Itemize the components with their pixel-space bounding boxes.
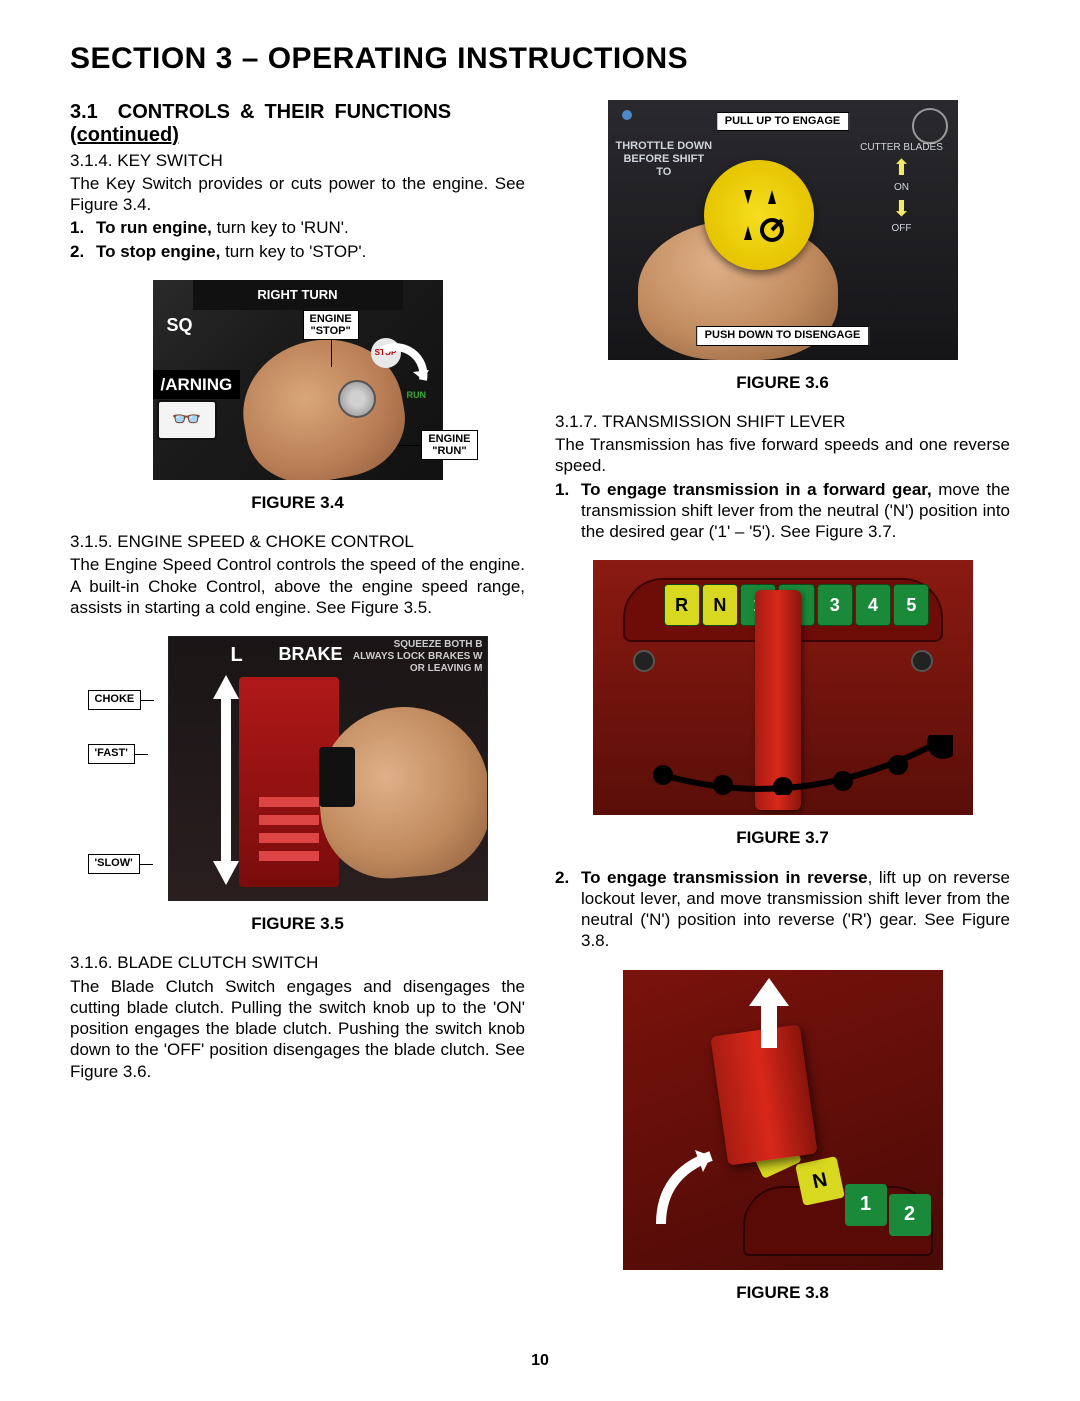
on-label: ON <box>852 182 952 195</box>
figure-3-4: RIGHT TURN SQ /ARNING 👓 STOP RUN ENGINE … <box>70 280 525 480</box>
key-switch-icon <box>338 380 376 418</box>
bolt-icon <box>911 650 933 672</box>
on-off-panel: CUTTER BLADES ⬆ ON ⬇ OFF <box>852 140 952 310</box>
figure-3-8-caption: FIGURE 3.8 <box>555 1282 1010 1303</box>
subsection-continued: (continued) <box>70 123 525 148</box>
cutter-blades-label: CUTTER BLADES <box>852 142 952 155</box>
list-item-run-engine: 1. To run engine, turn key to 'RUN'. <box>70 217 525 238</box>
list-number: 2. <box>70 241 96 262</box>
callout-pull-up: PULL UP TO ENGAGE <box>716 112 850 132</box>
figure-3-5-caption: FIGURE 3.5 <box>70 913 525 934</box>
panel-text: SQ <box>167 314 193 337</box>
list-item-reverse-gear: 2. To engage transmission in reverse, li… <box>555 867 1010 952</box>
para-3-1-7-heading: 3.1.7. TRANSMISSION SHIFT LEVER <box>555 411 1010 432</box>
left-column: 3.1 CONTROLS & THEIR FUNCTIONS (continue… <box>70 100 525 1321</box>
list-number: 1. <box>555 479 581 543</box>
callout-engine-run: ENGINE "RUN" <box>421 430 477 460</box>
callout-slow: 'SLOW' <box>88 854 140 874</box>
figure-3-6-caption: FIGURE 3.6 <box>555 372 1010 393</box>
bolt-icon <box>633 650 655 672</box>
figure-3-7: RN12345 <box>555 560 1010 815</box>
list-body: To stop engine, turn key to 'STOP'. <box>96 241 525 262</box>
gear-label: 3 <box>817 584 853 626</box>
panel-l-label: L <box>231 643 243 668</box>
warning-label: /ARNING <box>153 370 241 399</box>
subsection-heading: 3.1 CONTROLS & THEIR FUNCTIONS <box>70 100 525 125</box>
shift-path-icon <box>653 735 953 795</box>
shift-arrow-icon <box>651 1144 741 1239</box>
para-3-1-4-body: The Key Switch provides or cuts power to… <box>70 173 525 216</box>
indicator-dot-icon <box>622 110 632 120</box>
para-3-1-5-body: The Engine Speed Control controls the sp… <box>70 554 525 618</box>
panel-label: RIGHT TURN <box>193 280 403 310</box>
gear-label: 4 <box>855 584 891 626</box>
list-item-stop-engine: 2. To stop engine, turn key to 'STOP'. <box>70 241 525 262</box>
right-column: PULL UP TO ENGAGE THROTTLE DOWN BEFORE S… <box>555 100 1010 1321</box>
para-3-1-5-heading: 3.1.5. ENGINE SPEED & CHOKE CONTROL <box>70 531 525 552</box>
brake-label: BRAKE <box>279 643 343 666</box>
gear-2-label: 2 <box>889 1194 931 1236</box>
two-column-layout: 3.1 CONTROLS & THEIR FUNCTIONS (continue… <box>70 100 1010 1321</box>
gear-n-label: N <box>795 1156 845 1206</box>
para-3-1-6-body: The Blade Clutch Switch engages and dise… <box>70 976 525 1082</box>
list-number: 2. <box>555 867 581 952</box>
list-body: To engage transmission in reverse, lift … <box>581 867 1010 952</box>
figure-3-4-caption: FIGURE 3.4 <box>70 492 525 513</box>
off-label: OFF <box>852 223 952 236</box>
throttle-lever-icon <box>319 747 355 807</box>
list-item-forward-gear: 1. To engage transmission in a forward g… <box>555 479 1010 543</box>
list-number: 1. <box>70 217 96 238</box>
page-number: 10 <box>70 1351 1010 1371</box>
para-3-1-4-heading: 3.1.4. KEY SWITCH <box>70 150 525 171</box>
lift-arrow-icon <box>749 978 789 1053</box>
speed-arrow-icon <box>213 675 239 890</box>
gear-label: R <box>664 584 700 626</box>
callout-fast: 'FAST' <box>88 744 135 764</box>
panel-text: SQUEEZE BOTH B ALWAYS LOCK BRAKES W OR L… <box>353 639 483 675</box>
figure-3-5: CHOKE 'FAST' 'SLOW' L BRAKE SQUEEZE BOTH… <box>70 636 525 901</box>
ear-protection-icon <box>912 108 948 144</box>
para-3-1-6-heading: 3.1.6. BLADE CLUTCH SWITCH <box>70 952 525 973</box>
gear-1-label: 1 <box>845 1184 887 1226</box>
panel-text-left: THROTTLE DOWN BEFORE SHIFT TO <box>616 140 713 180</box>
list-body: To run engine, turn key to 'RUN'. <box>96 217 525 238</box>
callout-choke: CHOKE <box>88 690 142 710</box>
down-arrow-icon: ⬇ <box>852 197 952 221</box>
gear-label: N <box>702 584 738 626</box>
up-arrow-icon: ⬆ <box>852 156 952 180</box>
goggles-icon: 👓 <box>157 400 217 440</box>
blade-clutch-knob-icon <box>704 160 814 270</box>
list-body: To engage transmission in a forward gear… <box>581 479 1010 543</box>
callout-engine-stop: ENGINE "STOP" <box>303 310 359 340</box>
gear-label: 5 <box>893 584 929 626</box>
para-3-1-7-body: The Transmission has five forward speeds… <box>555 434 1010 477</box>
section-title: SECTION 3 – OPERATING INSTRUCTIONS <box>70 40 1010 78</box>
figure-3-7-caption: FIGURE 3.7 <box>555 827 1010 848</box>
figure-3-6: PULL UP TO ENGAGE THROTTLE DOWN BEFORE S… <box>555 100 1010 360</box>
rotation-arrow-icon <box>373 340 433 400</box>
figure-3-8: R N 1 2 <box>555 970 1010 1270</box>
callout-push-down: PUSH DOWN TO DISENGAGE <box>696 326 870 346</box>
